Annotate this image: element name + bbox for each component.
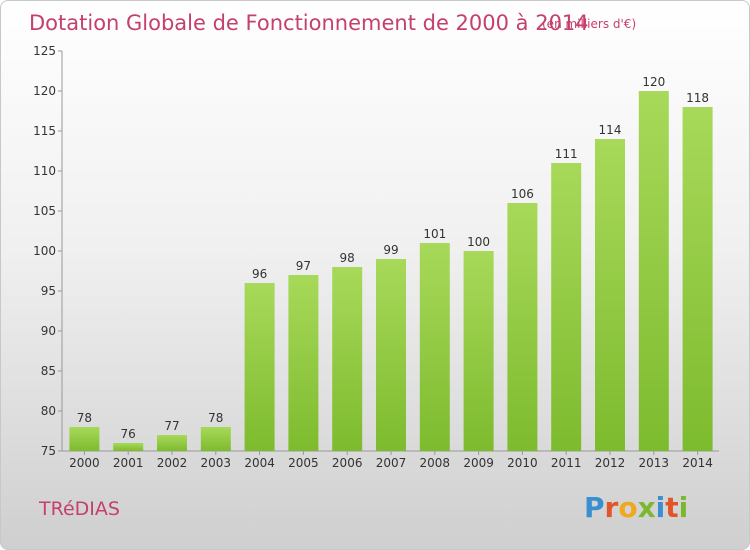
bars: 78 76 77 78 96 97 98 99 101 100 106 111 114 120 118	[69, 75, 713, 451]
x-tick-label-2010: 2010	[507, 456, 538, 470]
value-label-2007: 99	[383, 243, 398, 257]
x-tick-label-2005: 2005	[288, 456, 319, 470]
x-tick-label-2014: 2014	[682, 456, 713, 470]
y-tick-label: 105	[33, 204, 56, 218]
y-tick-label: 120	[33, 84, 56, 98]
bar-2009	[463, 251, 494, 451]
chart-subtitle: (en milliers d'€)	[542, 17, 636, 31]
y-tick-label: 95	[41, 284, 56, 298]
value-label-2004: 96	[252, 267, 267, 281]
bar-2014	[682, 107, 713, 451]
bar-2013	[638, 91, 669, 451]
value-label-2013: 120	[642, 75, 665, 89]
bar-2011	[551, 163, 582, 451]
x-tick-label-2004: 2004	[244, 456, 275, 470]
y-tick-label: 75	[41, 444, 56, 458]
x-tick-label-2000: 2000	[69, 456, 100, 470]
bar-2001	[113, 443, 144, 451]
bar-2000	[69, 427, 100, 451]
value-label-2014: 118	[686, 91, 709, 105]
x-tick-label-2011: 2011	[551, 456, 582, 470]
x-axis: 2000 2001 2002 2003 2004 2005 2006 2007 2008 2009…	[62, 450, 719, 470]
bar-2010	[507, 203, 538, 451]
x-tick-label-2008: 2008	[420, 456, 451, 470]
value-label-2005: 97	[296, 259, 311, 273]
y-tick-label: 125	[33, 44, 56, 58]
y-axis: 75 80 85 90 95 100 105 110 115 120 125	[33, 44, 63, 458]
x-tick-label-2007: 2007	[376, 456, 407, 470]
value-label-2002: 77	[164, 419, 179, 433]
value-label-2000: 78	[77, 411, 92, 425]
logo-letter: r	[605, 491, 619, 524]
chart-title: Dotation Globale de Fonctionnement de 20…	[29, 11, 589, 35]
x-tick-label-2006: 2006	[332, 456, 363, 470]
commune-name: TRéDIAS	[38, 498, 120, 520]
logo-letter: P	[584, 491, 605, 524]
y-tick-label: 115	[33, 124, 56, 138]
x-tick-label-2013: 2013	[639, 456, 670, 470]
logo-letter: i	[656, 491, 666, 524]
value-label-2003: 78	[208, 411, 223, 425]
y-tick-label: 110	[33, 164, 56, 178]
x-tick-label-2003: 2003	[201, 456, 232, 470]
proxiti-logo: Proxiti	[584, 491, 688, 524]
value-label-2011: 111	[555, 147, 578, 161]
logo-letter: t	[665, 491, 678, 524]
value-label-2009: 100	[467, 235, 490, 249]
bar-2007	[376, 259, 406, 451]
value-label-2001: 76	[121, 427, 136, 441]
bar-2012	[595, 139, 625, 451]
y-tick-label: 90	[41, 324, 56, 338]
x-tick-label-2009: 2009	[463, 456, 494, 470]
value-label-2012: 114	[599, 123, 622, 137]
y-tick-label: 80	[41, 404, 56, 418]
y-tick-label: 85	[41, 364, 56, 378]
bar-2002	[157, 435, 187, 451]
bar-2004	[244, 283, 275, 451]
logo-letter: x	[638, 491, 656, 524]
bar-2003	[200, 427, 231, 451]
bar-2005	[288, 275, 319, 451]
bar-2008	[419, 243, 450, 451]
x-tick-label-2012: 2012	[595, 456, 626, 470]
value-label-2010: 106	[511, 187, 534, 201]
x-tick-label-2002: 2002	[157, 456, 188, 470]
bar-2006	[332, 267, 363, 451]
y-tick-label: 100	[33, 244, 56, 258]
x-tick-label-2001: 2001	[113, 456, 144, 470]
value-label-2008: 101	[423, 227, 446, 241]
value-label-2006: 98	[340, 251, 355, 265]
logo-letter: o	[618, 491, 637, 524]
logo-letter: i	[679, 491, 689, 524]
